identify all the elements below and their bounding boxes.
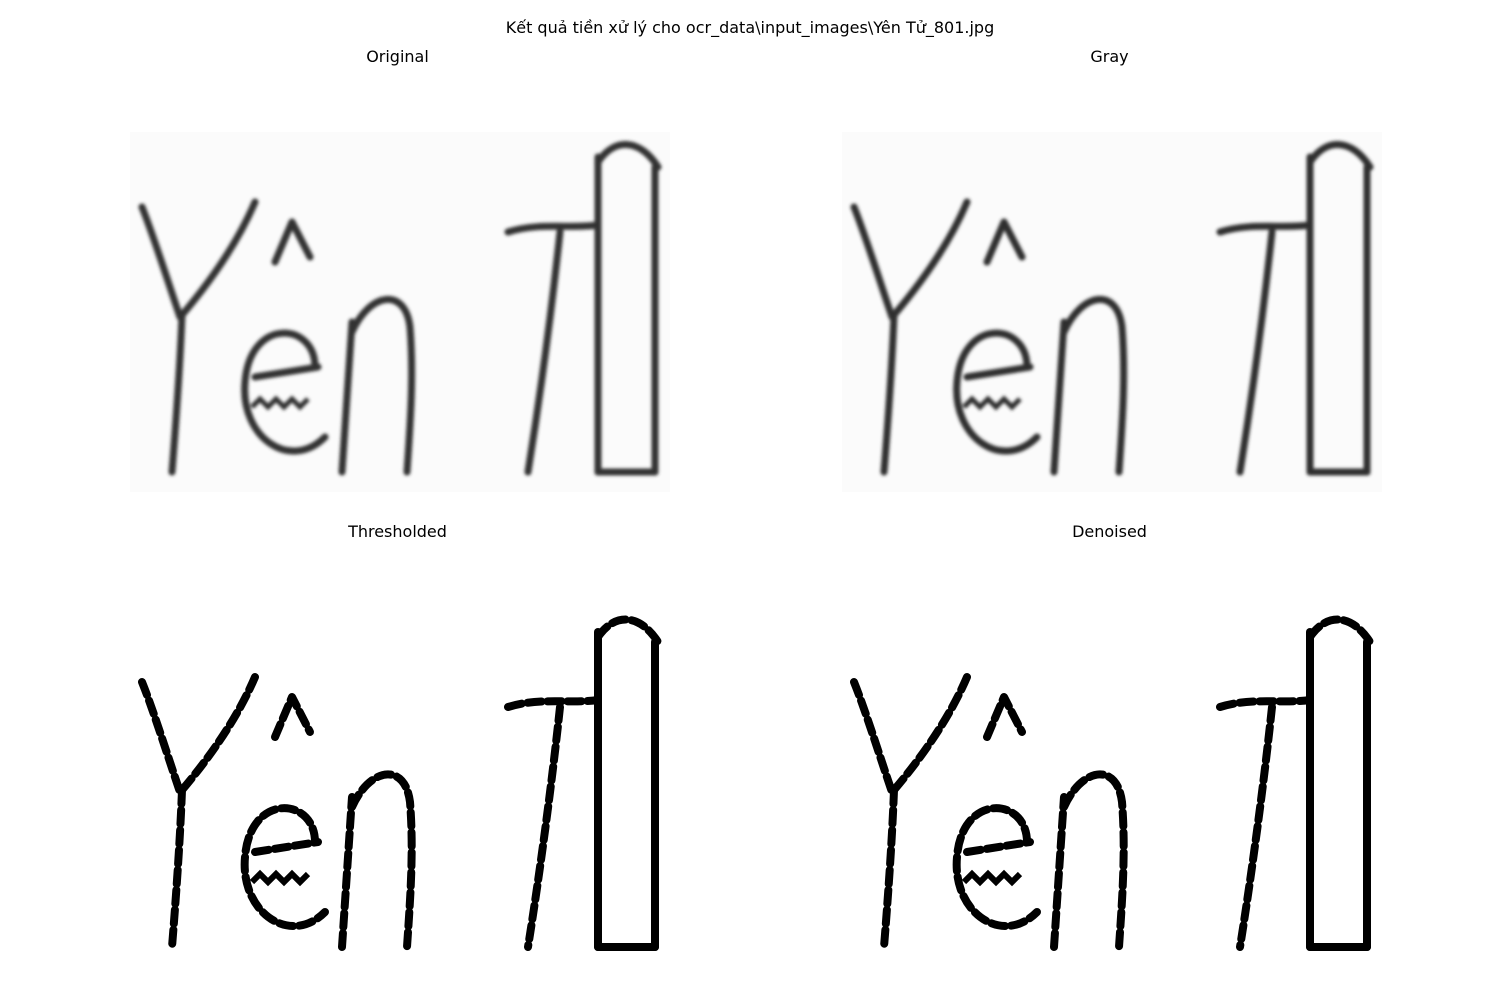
original-image [130, 132, 670, 492]
stroke-e-zigzag [962, 395, 1022, 411]
stroke-n-left [1050, 793, 1068, 951]
stroke-circumflex [983, 693, 1026, 741]
handwriting-yen-tu [850, 141, 1374, 476]
panel-thresholded: Thresholded [120, 522, 675, 992]
stroke-horn [1306, 615, 1374, 646]
stroke-y-left-arm [138, 203, 184, 321]
stroke-e-bar [251, 838, 322, 856]
stroke-horn [594, 141, 662, 171]
stroke-t-bar [1216, 221, 1314, 236]
panel-denoised: Denoised [832, 522, 1387, 992]
stroke-t-stem [524, 703, 564, 951]
panel-title-original: Original [366, 47, 429, 66]
scan-background [842, 132, 1382, 492]
panel-title-denoised: Denoised [1072, 522, 1147, 541]
panel-gray: Gray [832, 47, 1387, 517]
thresholded-image [138, 615, 662, 951]
stroke-e-body [952, 804, 1041, 930]
stroke-e-bar [963, 838, 1034, 856]
stroke-e-zigzag [961, 869, 1023, 887]
stroke-n-arch [1060, 770, 1128, 951]
stroke-e-body [241, 329, 329, 455]
stroke-circumflex [271, 693, 314, 741]
stroke-circumflex [271, 218, 314, 266]
panel-title-thresholded: Thresholded [348, 522, 447, 541]
stroke-t-stem [524, 228, 564, 476]
stroke-n-left [338, 318, 356, 476]
handwriting-yen-tu [138, 141, 662, 476]
stroke-n-arch [348, 770, 416, 951]
stroke-y-right-arm [178, 673, 259, 794]
stroke-y-right-arm [178, 198, 259, 319]
denoised-image [850, 615, 1374, 951]
figure-title: Kết quả tiền xử lý cho ocr_data\input_im… [505, 18, 995, 37]
stroke-n-left [1050, 318, 1068, 476]
stroke-y-stem [168, 311, 186, 476]
stroke-y-right-arm [890, 198, 971, 319]
stroke-t-stem [1236, 703, 1276, 951]
stroke-e-bar [963, 363, 1034, 381]
panel-original: Original [120, 47, 675, 517]
stroke-horn [594, 615, 662, 646]
stroke-e-bar [251, 363, 322, 381]
stroke-y-stem [880, 786, 898, 951]
stroke-n-left [338, 793, 356, 951]
stroke-n-arch [348, 295, 416, 476]
stroke-y-stem [880, 311, 898, 476]
stroke-horn [1306, 141, 1374, 171]
handwriting-yen-tu [138, 615, 662, 951]
stroke-t-bar [504, 696, 602, 711]
stroke-e-zigzag [250, 395, 310, 411]
stroke-y-left-arm [850, 203, 896, 321]
gray-image [842, 132, 1382, 492]
stroke-t-bar [504, 221, 602, 236]
stroke-e-body [953, 329, 1041, 455]
stroke-e-zigzag [249, 869, 311, 887]
stroke-e-body [240, 804, 329, 930]
stroke-y-right-arm [890, 673, 971, 794]
stroke-n-arch [1060, 295, 1128, 476]
stroke-y-stem [168, 786, 186, 951]
panel-title-gray: Gray [1090, 47, 1129, 66]
handwriting-yen-tu [850, 615, 1374, 951]
stroke-y-left-arm [850, 678, 896, 796]
stroke-t-stem [1236, 228, 1276, 476]
stroke-t-bar [1216, 696, 1314, 711]
scan-background [130, 132, 670, 492]
stroke-y-left-arm [138, 678, 184, 796]
stroke-circumflex [983, 218, 1026, 266]
